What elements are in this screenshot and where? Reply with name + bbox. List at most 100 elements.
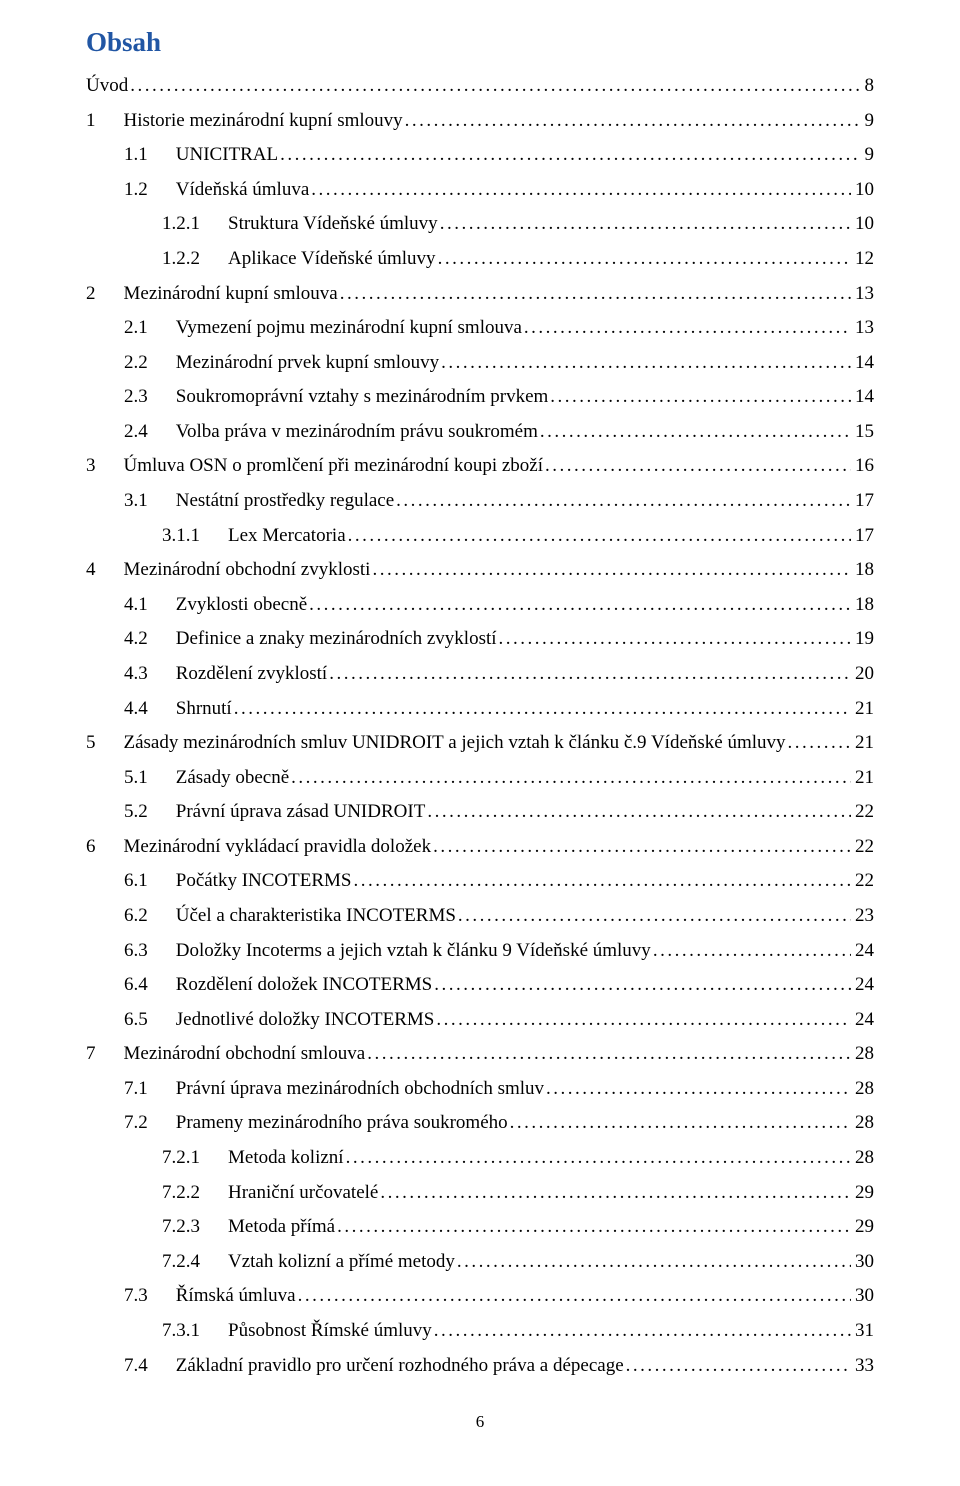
toc-leader-dots — [438, 207, 851, 242]
toc-entry-number: 2.1 — [124, 311, 176, 346]
toc-entry-page: 30 — [851, 1245, 874, 1280]
toc-entry-label: Působnost Římské úmluvy — [228, 1314, 432, 1349]
toc-leader-dots — [344, 1141, 851, 1176]
toc-entry-page: 28 — [851, 1037, 874, 1072]
toc-entry-label: Jednotlivé doložky INCOTERMS — [176, 1003, 435, 1038]
toc-entry-number: 2.3 — [124, 380, 176, 415]
toc-entry-page: 28 — [851, 1141, 874, 1176]
toc-entry-page: 22 — [851, 864, 874, 899]
toc-entry: 7.2.4Vztah kolizní a přímé metody30 — [86, 1245, 874, 1280]
toc-entry: 3.1.1Lex Mercatoria17 — [86, 519, 874, 554]
toc-entry-label: Mezinárodní obchodní smlouva — [124, 1037, 366, 1072]
toc-leader-dots — [378, 1176, 851, 1211]
toc-entry-label: Historie mezinárodní kupní smlouvy — [124, 104, 403, 139]
toc-entry-page: 14 — [851, 346, 874, 381]
toc-entry-page: 22 — [851, 795, 874, 830]
toc-entry-number: 7.2.2 — [162, 1176, 228, 1211]
toc-entry: 7.3Římská úmluva30 — [86, 1279, 874, 1314]
toc-entry-label: Zásady mezinárodních smluv UNIDROIT a je… — [124, 726, 786, 761]
toc-entry: 4.3Rozdělení zvyklostí20 — [86, 657, 874, 692]
toc-entry-number: 6.5 — [124, 1003, 176, 1038]
toc-entry-page: 28 — [851, 1072, 874, 1107]
toc-entry: 7.3.1Působnost Římské úmluvy31 — [86, 1314, 874, 1349]
toc-entry: 1.2.1Struktura Vídeňské úmluvy10 — [86, 207, 874, 242]
toc-entry: 7.2Prameny mezinárodního práva soukroméh… — [86, 1106, 874, 1141]
toc-leader-dots — [786, 726, 851, 761]
toc-entry: 1.2.2Aplikace Vídeňské úmluvy12 — [86, 242, 874, 277]
toc-entry-label: Římská úmluva — [176, 1279, 296, 1314]
toc-entry: 2.3Soukromoprávní vztahy s mezinárodním … — [86, 380, 874, 415]
toc-entry-page: 24 — [851, 968, 874, 1003]
toc-leader-dots — [432, 968, 851, 1003]
toc-entry-page: 10 — [851, 207, 874, 242]
toc-entry-label: Metoda přímá — [228, 1210, 335, 1245]
toc-leader-dots — [538, 415, 851, 450]
toc-leader-dots — [335, 1210, 851, 1245]
toc-entry-page: 9 — [861, 138, 875, 173]
toc-entry-number: 4.2 — [124, 622, 176, 657]
toc-leader-dots — [232, 692, 851, 727]
toc-entry-number: 5 — [86, 726, 124, 761]
toc-entry: 7.2.2Hraniční určovatelé29 — [86, 1176, 874, 1211]
toc-leader-dots — [548, 380, 851, 415]
toc-leader-dots — [651, 934, 851, 969]
toc-entry-label: Doložky Incoterms a jejich vztah k článk… — [176, 934, 651, 969]
toc-entry-number: 2 — [86, 277, 124, 312]
toc-entry-label: Úvod — [86, 69, 128, 104]
toc-entry-label: Účel a charakteristika INCOTERMS — [176, 899, 456, 934]
toc-leader-dots — [432, 1314, 851, 1349]
toc-leader-dots — [338, 277, 851, 312]
toc-entry: 6.4Rozdělení doložek INCOTERMS 24 — [86, 968, 874, 1003]
toc-entry-number: 1 — [86, 104, 124, 139]
toc-entry-number: 7 — [86, 1037, 124, 1072]
toc-entry-page: 17 — [851, 484, 874, 519]
toc-entry: 5Zásady mezinárodních smluv UNIDROIT a j… — [86, 726, 874, 761]
toc-entry-label: Právní úprava zásad UNIDROIT — [176, 795, 426, 830]
toc-entry-number: 4.1 — [124, 588, 176, 623]
toc-leader-dots — [309, 173, 851, 208]
toc-entry: 4Mezinárodní obchodní zvyklosti18 — [86, 553, 874, 588]
toc-entry: 5.2Právní úprava zásad UNIDROIT22 — [86, 795, 874, 830]
toc-entry: 5.1Zásady obecně21 — [86, 761, 874, 796]
toc-leader-dots — [370, 553, 851, 588]
toc-entry-number: 6.3 — [124, 934, 176, 969]
toc-entry-label: Mezinárodní obchodní zvyklosti — [124, 553, 371, 588]
toc-entry-page: 8 — [861, 69, 875, 104]
toc-entry-number: 7.3.1 — [162, 1314, 228, 1349]
toc-entry: 2Mezinárodní kupní smlouva 13 — [86, 277, 874, 312]
toc-entry-number: 7.2.3 — [162, 1210, 228, 1245]
toc-entry-page: 29 — [851, 1210, 874, 1245]
toc-entry: 1.2Vídeňská úmluva10 — [86, 173, 874, 208]
toc-entry-page: 17 — [851, 519, 874, 554]
toc-entry: 6.2Účel a charakteristika INCOTERMS23 — [86, 899, 874, 934]
toc-entry-label: Rozdělení doložek INCOTERMS — [176, 968, 432, 1003]
toc-leader-dots — [352, 864, 852, 899]
toc-leader-dots — [456, 899, 851, 934]
toc-entry-label: Mezinárodní kupní smlouva — [124, 277, 338, 312]
toc-entry-number: 6 — [86, 830, 124, 865]
toc-entry-page: 15 — [851, 415, 874, 450]
toc-entry-number: 4.4 — [124, 692, 176, 727]
toc-entry-label: Volba práva v mezinárodním právu soukrom… — [176, 415, 538, 450]
toc-entry: 4.2Definice a znaky mezinárodních zvyklo… — [86, 622, 874, 657]
toc-entry: 6.1Počátky INCOTERMS22 — [86, 864, 874, 899]
toc-entry: 7Mezinárodní obchodní smlouva 28 — [86, 1037, 874, 1072]
toc-entry-page: 18 — [851, 588, 874, 623]
toc-entry-number: 1.1 — [124, 138, 176, 173]
toc-entry-page: 13 — [851, 277, 874, 312]
toc-entry-label: Mezinárodní vykládací pravidla doložek — [124, 830, 432, 865]
toc-leader-dots — [327, 657, 851, 692]
toc-leader-dots — [434, 1003, 851, 1038]
toc-entry-number: 6.4 — [124, 968, 176, 1003]
toc-entry-page: 10 — [851, 173, 874, 208]
toc-entry-page: 20 — [851, 657, 874, 692]
toc-entry-page: 30 — [851, 1279, 874, 1314]
toc-entry: 1.1UNICITRAL9 — [86, 138, 874, 173]
toc-entry-label: Úmluva OSN o promlčení při mezinárodní k… — [124, 449, 544, 484]
toc-entry-number: 3.1.1 — [162, 519, 228, 554]
toc-entry-page: 22 — [851, 830, 874, 865]
toc-leader-dots — [289, 761, 851, 796]
toc-entry: 7.4Základní pravidlo pro určení rozhodné… — [86, 1349, 874, 1384]
toc-entry-label: Shrnutí — [176, 692, 232, 727]
toc-entry-page: 19 — [851, 622, 874, 657]
